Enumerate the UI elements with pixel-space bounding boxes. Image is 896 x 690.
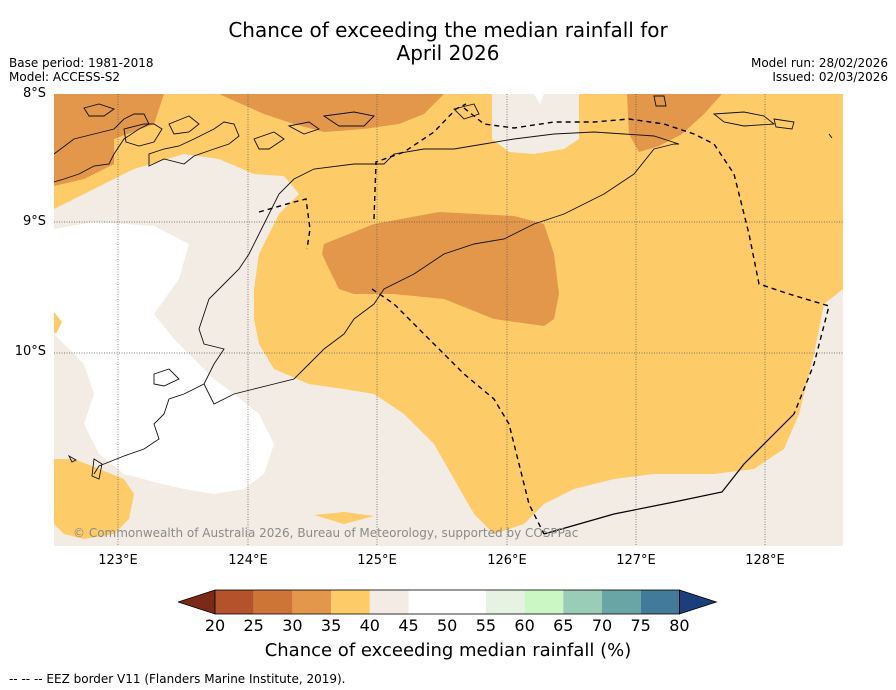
graticule bbox=[54, 94, 843, 546]
colorbar-cell bbox=[215, 590, 254, 614]
colorbar-tick-label: 45 bbox=[398, 616, 419, 635]
colorbar-cells bbox=[178, 589, 718, 615]
title-line-1: Chance of exceeding the median rainfall … bbox=[228, 18, 668, 42]
dark-orange-nw bbox=[54, 94, 114, 186]
white-region bbox=[54, 222, 274, 494]
model-name: Model: ACCESS-S2 bbox=[9, 70, 121, 84]
lon-label-128e: 128°E bbox=[745, 553, 785, 568]
colorbar-cell bbox=[485, 590, 525, 614]
colorbar-title: Chance of exceeding median rainfall (%) bbox=[264, 640, 632, 661]
colorbar-extend-low bbox=[178, 589, 216, 615]
colorbar-tick-label: 55 bbox=[475, 616, 497, 635]
light-orange-edge bbox=[54, 312, 62, 334]
colorbar-cell bbox=[563, 590, 602, 614]
colorbar-extend-high bbox=[678, 589, 718, 615]
dark-orange-nw2 bbox=[114, 94, 164, 139]
light-orange-region bbox=[54, 94, 843, 534]
eez-footnote: -- -- -- EEZ border V11 (Flanders Marine… bbox=[9, 672, 346, 686]
lat-label-8s: 8°S bbox=[22, 86, 46, 101]
base-period: Base period: 1981-2018 bbox=[9, 56, 154, 70]
colorbar-tick-label: 80 bbox=[669, 616, 690, 635]
map-canvas bbox=[54, 94, 843, 546]
eez-border bbox=[258, 103, 830, 535]
colorbar bbox=[178, 589, 718, 615]
lon-label-123e: 123°E bbox=[98, 553, 138, 568]
coastlines bbox=[54, 95, 833, 480]
colorbar-tick-label: 20 bbox=[204, 616, 226, 635]
copyright-notice: © Commonwealth of Australia 2026, Bureau… bbox=[73, 526, 579, 540]
meta-left: Base period: 1981-2018 Model: ACCESS-S2 bbox=[9, 56, 154, 84]
rainfall-map bbox=[54, 94, 843, 546]
colorbar-cell bbox=[408, 590, 448, 614]
border-solid bbox=[543, 413, 795, 535]
chart-title: Chance of exceeding the median rainfall … bbox=[0, 19, 896, 65]
colorbar-tick-label: 65 bbox=[553, 616, 574, 635]
title-line-2: April 2026 bbox=[396, 41, 500, 65]
colorbar-tick-label: 25 bbox=[243, 616, 264, 635]
lon-label-124e: 124°E bbox=[228, 553, 268, 568]
colorbar-cell bbox=[292, 590, 332, 614]
map-frame bbox=[54, 94, 843, 546]
colorbar-tick-label: 70 bbox=[591, 616, 613, 635]
colorbar-cell bbox=[331, 590, 370, 614]
colorbar-cell bbox=[447, 590, 486, 614]
lon-label-125e: 125°E bbox=[357, 553, 397, 568]
model-run: Model run: 28/02/2026 bbox=[750, 56, 888, 70]
colorbar-tick-label: 40 bbox=[359, 616, 380, 635]
colorbar-tick-label: 35 bbox=[320, 616, 342, 635]
colorbar-outline bbox=[214, 589, 680, 615]
colorbar-tick-label: 60 bbox=[514, 616, 535, 635]
white-notch bbox=[534, 94, 544, 104]
lat-label-10s: 10°S bbox=[14, 344, 46, 359]
colorbar-cell bbox=[602, 590, 641, 614]
colorbar-tick-label: 50 bbox=[437, 616, 458, 635]
dark-orange-central bbox=[322, 212, 559, 326]
colorbar-tick-label: 30 bbox=[282, 616, 303, 635]
colorbar-cell bbox=[369, 590, 409, 614]
colorbar-cell bbox=[524, 590, 564, 614]
lon-label-127e: 127°E bbox=[616, 553, 656, 568]
issued-date: Issued: 02/03/2026 bbox=[772, 70, 888, 84]
lon-label-126e: 126°E bbox=[487, 553, 527, 568]
dark-orange-ne bbox=[627, 94, 722, 152]
light-orange-sw bbox=[54, 459, 134, 539]
colorbar-tick-label: 75 bbox=[630, 616, 651, 635]
light-orange-small bbox=[314, 512, 374, 524]
meta-right: Model run: 28/02/2026 Issued: 02/03/2026 bbox=[751, 56, 888, 84]
lat-label-9s: 9°S bbox=[22, 214, 46, 229]
colorbar-cell bbox=[640, 590, 680, 614]
colorbar-cell bbox=[253, 590, 293, 614]
dark-orange-north bbox=[219, 94, 444, 132]
